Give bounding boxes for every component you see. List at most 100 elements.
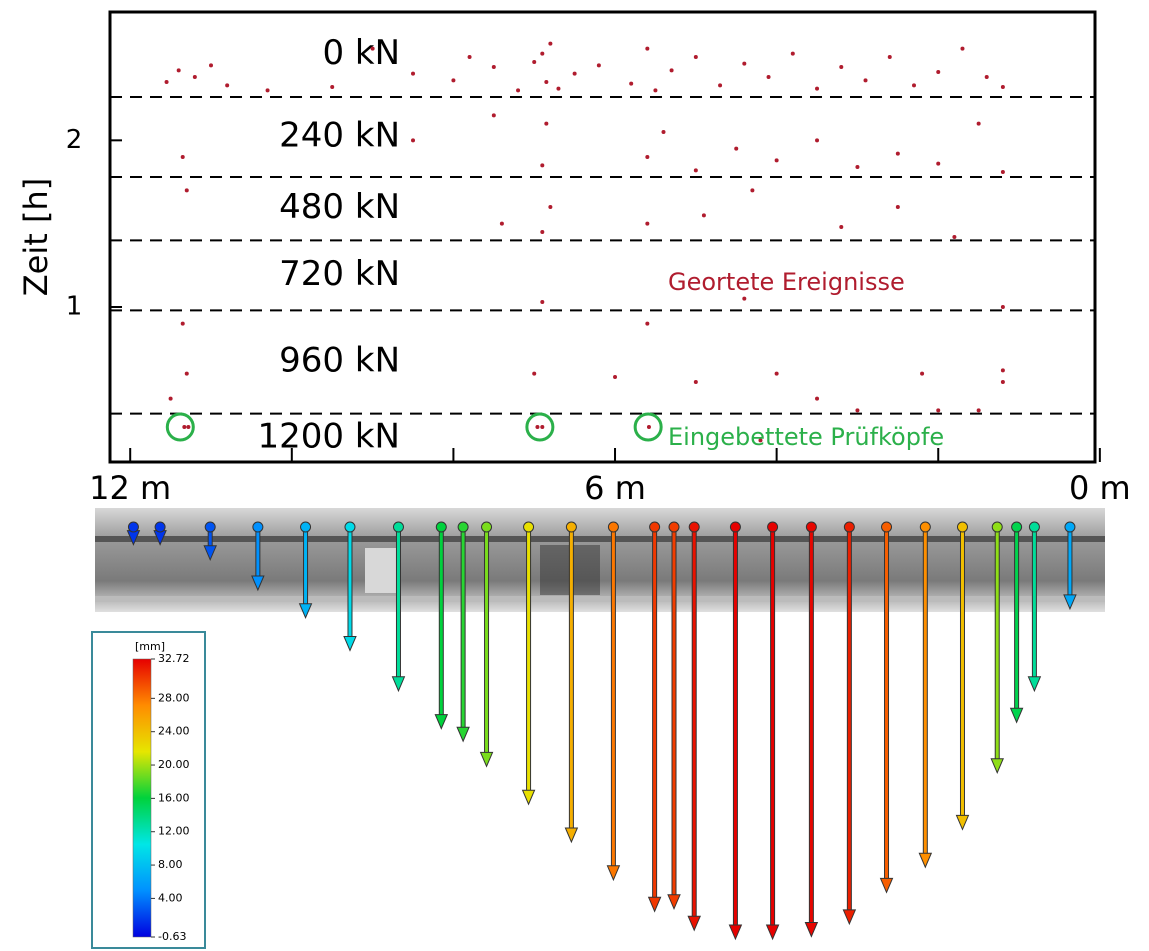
- event-point: [556, 86, 561, 91]
- event-point: [766, 75, 771, 79]
- displacement-arrow: [647, 521, 662, 913]
- event-point: [645, 46, 650, 51]
- arrow-base: [843, 521, 855, 533]
- displacement-arrow: [298, 521, 313, 619]
- event-point: [544, 121, 549, 126]
- colorbar: [132, 658, 152, 938]
- displacement-arrow: [456, 521, 470, 743]
- arrow-base: [154, 521, 166, 533]
- colorbar-tick-label: 28.00: [158, 691, 190, 704]
- arrow-base: [767, 521, 779, 533]
- arrow-head: [434, 714, 449, 730]
- event-point: [613, 375, 618, 379]
- displacement-arrow: [606, 521, 621, 882]
- arrow-base: [481, 521, 493, 533]
- event-point: [976, 121, 981, 126]
- x-tick-label: 0 m: [1069, 469, 1131, 507]
- arrow-base: [457, 521, 469, 533]
- event-point: [645, 321, 650, 326]
- event-point: [855, 408, 860, 413]
- event-point: [540, 230, 545, 234]
- event-point: [180, 155, 185, 159]
- event-point: [750, 188, 755, 193]
- displacement-arrow: [564, 521, 579, 844]
- event-point: [952, 235, 957, 239]
- displacement-arrow: [1009, 521, 1024, 724]
- event-point: [815, 138, 820, 143]
- displacement-arrow: [479, 521, 494, 768]
- event-point: [330, 85, 335, 89]
- annotation: Eingebettete Prüfköpfe: [668, 423, 944, 451]
- event-point: [184, 188, 189, 193]
- event-point: [451, 78, 456, 83]
- event-point: [225, 83, 230, 88]
- event-point: [535, 425, 540, 429]
- arrow-base: [1011, 521, 1023, 533]
- arrow-head: [479, 751, 494, 768]
- load-step-label: 960 kN: [279, 341, 400, 381]
- event-point: [936, 161, 941, 166]
- event-point: [774, 371, 779, 376]
- event-point: [596, 63, 601, 68]
- event-point: [839, 65, 844, 69]
- displacement-arrow: [804, 521, 819, 938]
- event-point: [540, 425, 545, 429]
- arrow-head: [990, 758, 1004, 774]
- arrow-head: [1009, 707, 1024, 724]
- event-point: [984, 75, 989, 79]
- arrow-base: [523, 521, 535, 533]
- colorbar-tick-label: 20.00: [158, 758, 190, 771]
- event-point: [1000, 170, 1005, 174]
- displacement-arrow: [126, 521, 141, 546]
- arrow-base: [729, 521, 741, 533]
- event-point: [815, 86, 820, 91]
- event-point: [629, 81, 634, 86]
- load-step-label: 1200 kN: [258, 416, 400, 456]
- arrow-head: [728, 924, 743, 941]
- arrow-head: [1027, 676, 1042, 693]
- load-step-label: 480 kN: [279, 187, 400, 227]
- arrow-base: [881, 521, 893, 533]
- colorbar-tick-label: 32.72: [158, 652, 190, 665]
- arrow-head: [251, 575, 265, 592]
- event-point: [532, 371, 537, 376]
- event-point: [758, 438, 763, 443]
- load-step-label: 720 kN: [279, 254, 400, 294]
- event-point: [960, 46, 965, 51]
- arrow-base: [649, 521, 661, 533]
- displacement-arrow: [391, 521, 406, 693]
- arrow-head: [918, 852, 933, 869]
- event-point: [718, 83, 723, 88]
- displacement-arrow: [765, 521, 780, 941]
- event-point: [645, 221, 650, 226]
- x-tick-label: 6 m: [584, 469, 646, 507]
- load-step-label: 240 kN: [279, 116, 400, 156]
- y-axis-label: Zeit [h]: [17, 178, 55, 296]
- event-point: [180, 321, 185, 326]
- displacement-arrow: [918, 521, 933, 869]
- arrow-head: [391, 676, 406, 693]
- event-point: [653, 88, 658, 93]
- arrow-head: [667, 894, 681, 911]
- photo: [95, 508, 1105, 612]
- event-point: [540, 163, 545, 168]
- event-point: [911, 83, 916, 88]
- arrow-head: [521, 789, 536, 806]
- x-tick-label: 12 m: [89, 469, 171, 507]
- event-point: [855, 165, 860, 169]
- event-point: [544, 80, 549, 84]
- displacement-arrow: [879, 521, 894, 894]
- event-point: [548, 41, 553, 46]
- colorbar-tick-label: 4.00: [158, 891, 183, 904]
- event-point: [976, 408, 981, 413]
- arrow-head: [606, 865, 621, 882]
- displacement-arrow: [251, 521, 265, 592]
- displacement-arrow: [728, 521, 743, 941]
- arrow-head: [804, 922, 819, 938]
- arrow-head: [647, 896, 662, 913]
- event-point: [411, 71, 416, 76]
- arrow-head: [456, 726, 470, 743]
- annotation: Geortete Ereignisse: [668, 268, 905, 296]
- arrow-base: [252, 521, 264, 533]
- event-point: [491, 65, 496, 69]
